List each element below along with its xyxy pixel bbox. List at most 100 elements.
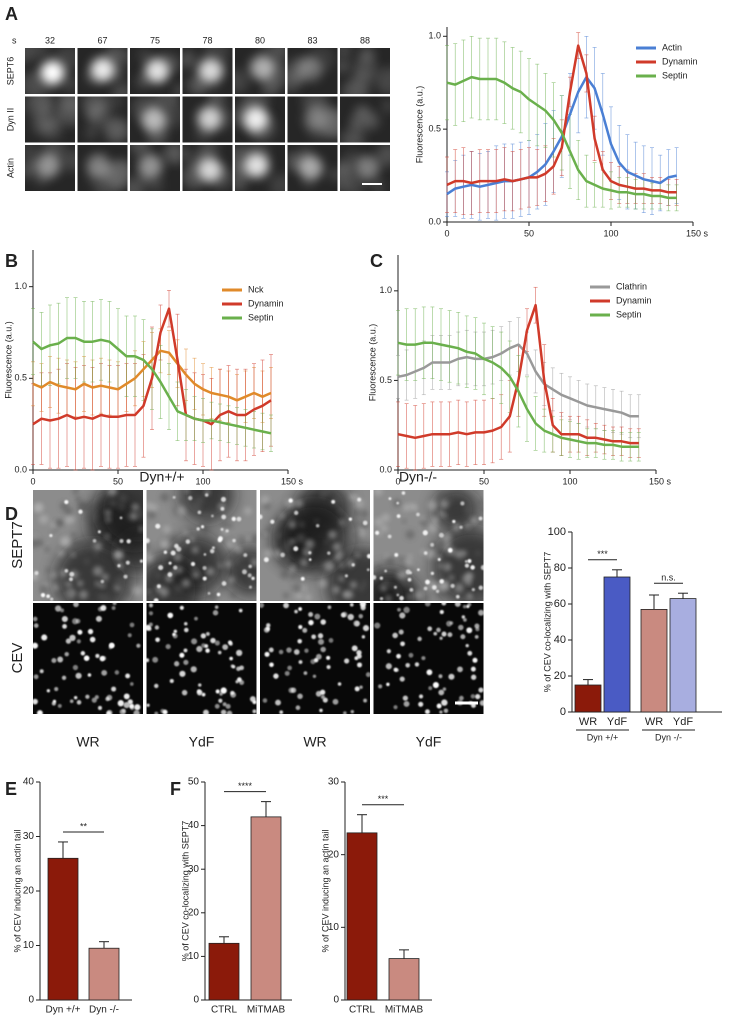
dot bbox=[200, 525, 205, 529]
texture bbox=[414, 590, 423, 600]
dot bbox=[76, 639, 81, 644]
texture bbox=[353, 548, 358, 553]
dot bbox=[52, 699, 57, 703]
texture bbox=[329, 167, 338, 182]
dot bbox=[217, 650, 222, 655]
spot bbox=[197, 157, 222, 182]
dot bbox=[69, 577, 73, 582]
dot bbox=[173, 629, 178, 634]
dot bbox=[392, 632, 398, 639]
texture bbox=[111, 83, 128, 94]
dot bbox=[176, 546, 182, 552]
dot bbox=[366, 568, 370, 572]
dot bbox=[423, 551, 428, 555]
dot bbox=[365, 672, 370, 678]
texture bbox=[154, 571, 163, 580]
y-tick-label: 100 bbox=[548, 526, 566, 538]
dot bbox=[297, 638, 303, 644]
texture bbox=[70, 552, 76, 558]
dot bbox=[467, 603, 472, 607]
dot bbox=[77, 629, 83, 635]
bar bbox=[346, 832, 378, 1001]
dot bbox=[236, 516, 242, 522]
spot bbox=[355, 155, 380, 180]
bar bbox=[47, 857, 79, 1001]
texture bbox=[435, 575, 442, 582]
texture bbox=[353, 510, 360, 517]
dot bbox=[475, 627, 480, 632]
texture bbox=[407, 594, 412, 600]
dot bbox=[196, 645, 203, 653]
dot bbox=[123, 701, 130, 709]
texture bbox=[39, 584, 48, 594]
dot bbox=[174, 661, 180, 667]
micrograph bbox=[130, 96, 180, 143]
time-label: 78 bbox=[202, 35, 212, 45]
time-label: 75 bbox=[150, 35, 160, 45]
texture bbox=[374, 517, 384, 527]
dot bbox=[298, 660, 303, 664]
dot bbox=[270, 519, 275, 524]
dot bbox=[438, 689, 445, 696]
spot bbox=[138, 154, 163, 179]
dot bbox=[425, 579, 430, 585]
dot bbox=[424, 603, 431, 607]
texture bbox=[108, 121, 126, 139]
dot bbox=[236, 649, 243, 657]
dot bbox=[133, 710, 140, 714]
dot bbox=[188, 495, 193, 501]
texture bbox=[332, 586, 340, 594]
dot bbox=[251, 576, 255, 581]
dot bbox=[101, 655, 107, 661]
texture bbox=[357, 584, 365, 592]
dot bbox=[33, 674, 39, 680]
dot bbox=[154, 711, 159, 714]
dot bbox=[386, 649, 391, 654]
y-tick-label: 0 bbox=[333, 995, 339, 1006]
dot bbox=[351, 645, 358, 652]
legend-label: Dynamin bbox=[616, 295, 652, 305]
legend-label: Actin bbox=[662, 42, 682, 52]
dot bbox=[183, 627, 189, 633]
dot bbox=[92, 539, 97, 543]
texture bbox=[340, 160, 353, 177]
dot bbox=[202, 565, 207, 571]
dot bbox=[464, 560, 468, 563]
dot bbox=[172, 633, 178, 639]
texture bbox=[160, 539, 170, 549]
dot bbox=[432, 682, 439, 689]
dot bbox=[72, 664, 79, 671]
group-label: Dyn+/+ bbox=[139, 469, 184, 485]
y-tick-label: 30 bbox=[188, 864, 200, 875]
legend-label: Clathrin bbox=[616, 281, 647, 291]
series-line bbox=[397, 343, 639, 418]
spot bbox=[145, 58, 170, 83]
dot bbox=[196, 689, 201, 694]
texture bbox=[287, 157, 300, 172]
dot bbox=[97, 705, 102, 710]
texture bbox=[398, 556, 404, 562]
texture bbox=[176, 506, 186, 516]
dot bbox=[33, 616, 38, 622]
dot bbox=[33, 642, 38, 649]
y-tick-label: 0.5 bbox=[14, 373, 27, 383]
dot bbox=[89, 636, 96, 643]
legend-label: Septin bbox=[662, 70, 688, 80]
dot bbox=[129, 622, 135, 628]
dot bbox=[61, 615, 68, 623]
texture bbox=[385, 556, 395, 566]
time-unit: s bbox=[12, 35, 17, 45]
dot bbox=[403, 700, 410, 707]
texture bbox=[105, 534, 110, 539]
texture bbox=[117, 502, 126, 511]
dot bbox=[49, 533, 53, 538]
series-line bbox=[397, 341, 639, 448]
dot bbox=[361, 635, 366, 639]
texture bbox=[385, 595, 392, 601]
dot bbox=[76, 700, 82, 705]
texture bbox=[207, 591, 218, 601]
micrograph bbox=[373, 603, 484, 714]
texture bbox=[182, 50, 197, 69]
dot bbox=[179, 605, 184, 610]
dot bbox=[40, 592, 46, 598]
